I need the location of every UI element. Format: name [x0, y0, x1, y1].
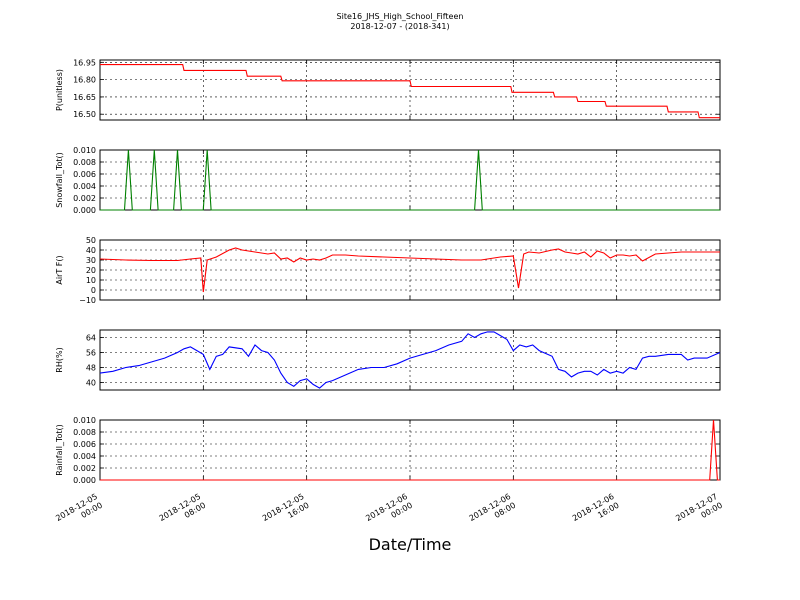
x-tick-label: 2018-12-0516:00 [261, 492, 311, 532]
x-axis-label: Date/Time [369, 535, 452, 554]
x-tick-label: 2018-12-0700:00 [674, 492, 724, 532]
y-tick-label: 0.004 [73, 452, 96, 461]
y-tick-label: 64 [86, 334, 96, 343]
y-tick-label: 0.010 [73, 146, 96, 155]
y-axis-label: RH(%) [55, 347, 64, 372]
y-axis-label: Snowfall_Tot() [55, 152, 64, 208]
chart-title: Site16_JHS_High_School_Fifteen [337, 12, 464, 21]
panels: 16.5016.6516.8016.95P(unitless)0.0000.00… [55, 58, 721, 485]
y-axis-label: Rainfall_Tot() [55, 424, 64, 476]
y-tick-label: 30 [86, 256, 96, 265]
y-tick-label: 0.002 [73, 464, 96, 473]
x-axis-ticks: 2018-12-0500:00 2018-12-0508:00 2018-12-05… [54, 492, 724, 532]
panel-1: 16.50 16.65 16.80 16.95 P(unitless) [55, 58, 721, 121]
chart-subtitle: 2018-12-07 - (2018-341) [350, 22, 449, 31]
y-tick-label: 0.008 [73, 158, 96, 167]
series-line [100, 64, 720, 119]
y-tick-label: 16.80 [73, 76, 96, 85]
y-tick-label: 20 [86, 266, 96, 275]
x-tick-label: 2018-12-0600:00 [364, 492, 414, 532]
y-tick-label: 48 [86, 364, 96, 373]
y-tick-label: 40 [86, 379, 96, 388]
series-line [99, 331, 721, 389]
panel-4: 40 48 56 64 RH(%) [55, 329, 721, 391]
y-tick-label: 40 [86, 246, 96, 255]
x-tick-label: 2018-12-0508:00 [158, 492, 208, 532]
y-tick-label: −10 [79, 296, 96, 305]
series-line [100, 419, 720, 481]
y-tick-label: 16.50 [73, 110, 96, 119]
series-line [100, 149, 720, 211]
y-tick-label: 0.006 [73, 440, 96, 449]
y-axis-label: P(unitless) [55, 69, 64, 111]
y-tick-label: 0.008 [73, 428, 96, 437]
y-tick-label: 16.65 [73, 93, 96, 102]
y-tick-label: 0.004 [73, 182, 96, 191]
y-tick-label: 16.95 [73, 58, 96, 67]
x-tick-label: 2018-12-0608:00 [468, 492, 518, 532]
y-tick-label: 0.002 [73, 194, 96, 203]
y-tick-label: 10 [86, 276, 96, 285]
x-tick-label: 2018-12-0500:00 [54, 492, 104, 532]
y-tick-label: 0 [91, 286, 96, 295]
x-tick-label: 2018-12-0616:00 [571, 492, 621, 532]
series-line [99, 247, 720, 293]
y-tick-label: 50 [86, 236, 96, 245]
y-tick-label: 0.006 [73, 170, 96, 179]
y-tick-label: 0.000 [73, 206, 96, 215]
y-tick-label: 56 [86, 349, 96, 358]
panel-5: 0.000 0.002 0.004 0.006 0.008 0.010 Rainfall_T… [55, 416, 721, 485]
y-axis-label: AirT F() [55, 255, 64, 284]
y-tick-label: 0.010 [73, 416, 96, 425]
panel-2: 0.000 0.002 0.004 0.006 0.008 0.010 Snowfall_T… [55, 146, 721, 215]
y-tick-label: 0.000 [73, 476, 96, 485]
